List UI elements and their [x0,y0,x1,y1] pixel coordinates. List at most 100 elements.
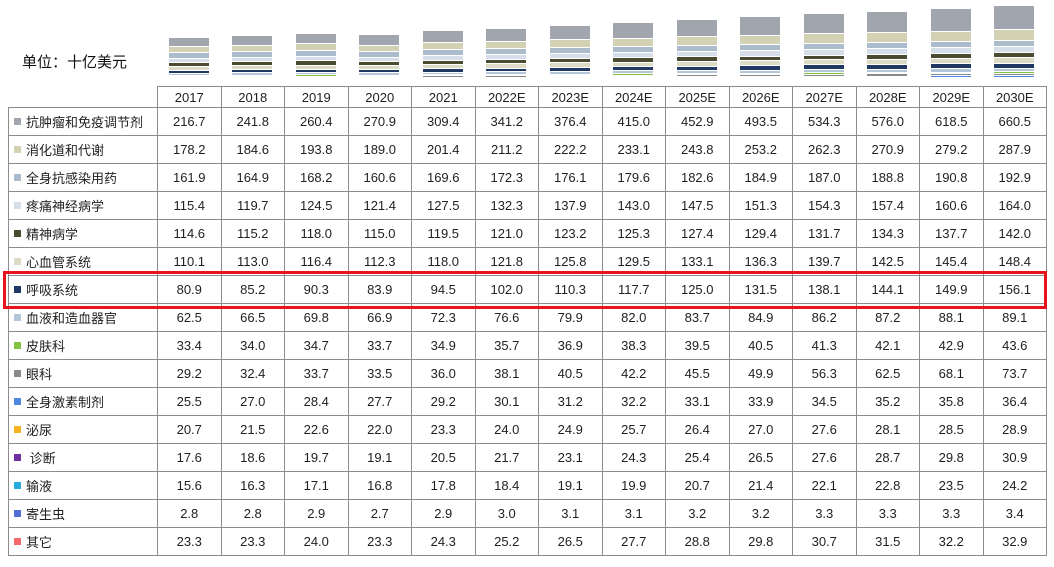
value-cell: 309.4 [411,108,475,136]
bar-segment [295,50,336,57]
bar-segment [422,31,463,43]
bar-segment [168,76,209,78]
stacked-bar [295,33,336,83]
value-cell: 39.5 [665,332,729,360]
bar-segment [613,74,654,77]
value-cell: 149.9 [919,276,983,304]
bar-segment [803,73,844,76]
value-cell: 89.1 [982,304,1046,332]
value-cell: 118.0 [411,248,475,276]
bar-segment [994,39,1035,47]
value-cell: 33.9 [728,388,792,416]
value-cell: 79.9 [538,304,602,332]
value-cell: 189.0 [347,136,411,164]
bar-segment [867,58,908,64]
value-cell: 279.2 [919,136,983,164]
bar-segment [740,77,781,79]
bar-segment [930,8,971,31]
value-cell: 124.5 [284,192,348,220]
bar-segment [486,73,527,76]
value-cell: 28.1 [855,416,919,444]
bar-segment [994,52,1035,58]
value-cell: 76.6 [474,304,538,332]
bar-segment [168,38,209,46]
value-cell: 178.2 [157,136,221,164]
bar-segment [295,33,336,44]
bar-segment [232,51,273,57]
bar-segment [613,79,654,81]
value-cell: 262.3 [792,136,856,164]
category-row-label: 诊断 [8,444,157,472]
bar-segment [803,69,844,73]
value-cell: 115.2 [220,220,284,248]
bar-segment [295,76,336,78]
value-cell: 24.3 [411,528,475,556]
value-cell: 31.5 [855,528,919,556]
bar-segment [740,79,781,81]
value-cell: 25.5 [157,388,221,416]
bar-segment [359,34,400,45]
value-cell: 127.5 [411,192,475,220]
value-cell: 28.7 [855,444,919,472]
bar-segment [867,78,908,80]
value-cell: 22.0 [347,416,411,444]
value-cell: 3.3 [919,500,983,528]
year-column-header: 2017 [157,86,221,107]
bar-segment [867,11,908,33]
year-column-header: 2025E [665,86,729,107]
bar-segment [486,54,527,60]
value-cell: 41.3 [792,332,856,360]
value-cell: 83.7 [665,304,729,332]
value-cell: 125.8 [538,248,602,276]
bar-segment [994,68,1035,72]
value-cell: 116.4 [284,248,348,276]
bar-segment [295,80,336,82]
bar-segment [486,48,527,55]
bar-segment [613,61,654,67]
bar-segment [422,75,463,77]
value-cell: 192.9 [982,164,1046,192]
bar-segment [295,43,336,51]
value-cell: 34.5 [792,388,856,416]
value-cell: 72.3 [411,304,475,332]
value-cell: 29.2 [157,360,221,388]
value-cell: 36.9 [538,332,602,360]
bar-segment [740,55,781,61]
bar-segment [740,69,781,73]
value-cell: 134.3 [855,220,919,248]
category-row-label: 呼吸系统 [8,276,157,304]
value-cell: 137.7 [919,220,983,248]
value-cell: 3.1 [601,500,665,528]
series-color-marker [14,230,21,237]
value-cell: 222.2 [538,136,602,164]
value-cell: 29.2 [411,388,475,416]
bar-segment [803,80,844,82]
value-cell: 62.5 [855,360,919,388]
value-cell: 19.7 [284,444,348,472]
value-cell: 132.3 [474,192,538,220]
value-cell: 341.2 [474,108,538,136]
value-cell: 42.9 [919,332,983,360]
value-cell: 241.8 [220,108,284,136]
value-cell: 376.4 [538,108,602,136]
category-label: 精神病学 [26,227,79,242]
value-cell: 21.5 [220,416,284,444]
bar-segment [930,80,971,82]
value-cell: 129.5 [601,248,665,276]
bar-segment [549,73,590,75]
bar-segment [994,46,1035,53]
bar-segment [422,77,463,79]
value-cell: 18.4 [474,472,538,500]
series-color-marker [14,286,21,293]
bar-segment [232,36,273,45]
value-cell: 160.6 [919,192,983,220]
bar-segment [613,76,654,78]
value-cell: 28.5 [919,416,983,444]
stacked-bar-chart [0,0,1054,90]
value-cell: 24.9 [538,416,602,444]
bar-segment [549,25,590,40]
year-column-header: 2028E [855,86,919,107]
value-cell: 3.1 [538,500,602,528]
value-cell: 260.4 [284,108,348,136]
